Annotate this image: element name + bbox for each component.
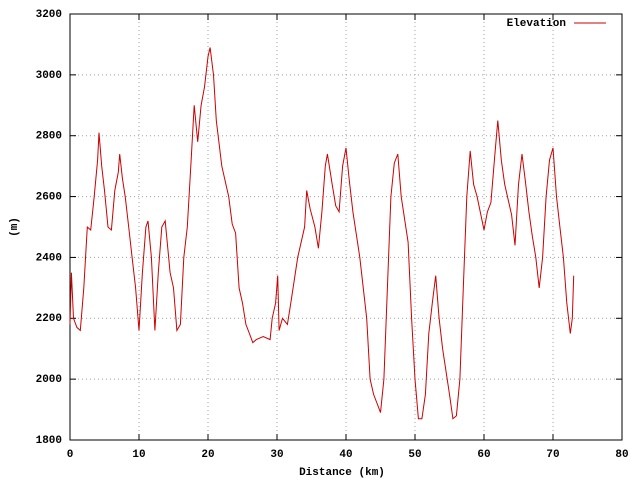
x-tick-label: 10: [132, 449, 145, 461]
y-tick-label: 2400: [36, 252, 62, 264]
y-tick-label: 1800: [36, 435, 62, 447]
x-tick-label: 50: [408, 449, 421, 461]
y-tick-label: 2000: [36, 374, 62, 386]
elevation-line: [69, 47, 575, 420]
x-tick-label: 60: [477, 449, 490, 461]
y-tick-label: 2800: [36, 131, 62, 143]
x-tick-label: 20: [201, 449, 214, 461]
x-tick-label: 40: [339, 449, 352, 461]
y-axis-label: (m): [9, 217, 21, 237]
y-tick-label: 3000: [36, 70, 62, 82]
x-tick-label: 0: [67, 449, 74, 461]
y-tick-label: 2600: [36, 191, 62, 203]
y-tick-label: 3200: [36, 9, 62, 21]
y-tick-label: 2200: [36, 313, 62, 325]
plot-border: [69, 13, 623, 441]
x-tick-label: 80: [615, 449, 628, 461]
legend-label: Elevation: [507, 18, 566, 30]
x-tick-label: 30: [270, 449, 283, 461]
x-tick-label: 70: [546, 449, 559, 461]
x-axis-label: Distance (km): [299, 467, 385, 479]
